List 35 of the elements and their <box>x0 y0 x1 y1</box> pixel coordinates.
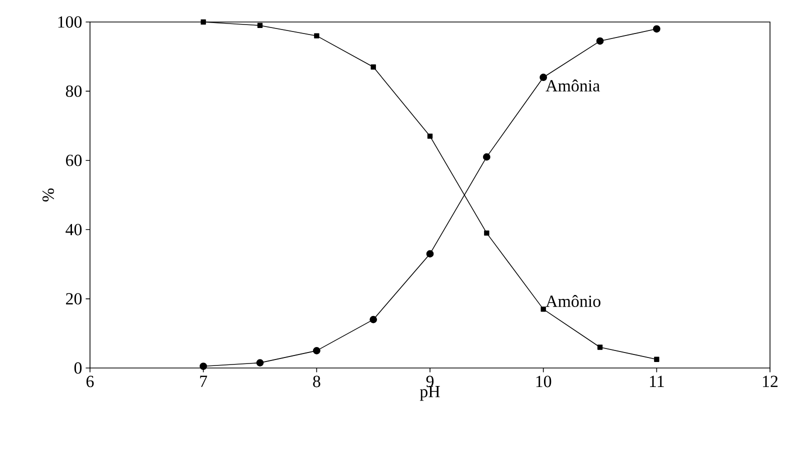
x-tick-label: 10 <box>536 376 552 388</box>
point <box>370 316 378 324</box>
point <box>200 19 206 25</box>
point <box>540 306 546 312</box>
y-tick-label: 100 <box>58 16 82 28</box>
point <box>314 33 320 38</box>
series-label: Amônia <box>546 80 600 92</box>
point <box>484 230 490 236</box>
y-axis-title: % <box>42 188 54 202</box>
point <box>200 362 208 370</box>
x-axis-title: pH <box>420 386 440 401</box>
point <box>654 356 660 362</box>
y-tick-label: 20 <box>66 293 82 305</box>
x-tick-label: 11 <box>650 376 664 387</box>
point <box>312 347 320 354</box>
y-tick-label: 40 <box>66 224 82 236</box>
point <box>257 22 263 28</box>
series-label: Amônio <box>546 295 600 307</box>
y-tick-label: 60 <box>66 154 82 166</box>
y-tick-label: 80 <box>66 85 82 97</box>
point <box>652 25 660 33</box>
x-tick-label: 12 <box>763 376 778 387</box>
point <box>540 74 548 82</box>
point <box>597 344 603 350</box>
y-tick-label: 0 <box>74 362 82 374</box>
x-tick-label: 8 <box>313 376 320 388</box>
point <box>426 250 434 258</box>
point <box>596 37 604 45</box>
point <box>370 64 376 70</box>
x-tick-label: 7 <box>200 376 208 387</box>
point <box>427 134 433 139</box>
x-tick-label: 6 <box>86 376 94 388</box>
point <box>482 153 490 161</box>
point <box>256 359 264 366</box>
x-tick-label: 9 <box>426 376 434 388</box>
